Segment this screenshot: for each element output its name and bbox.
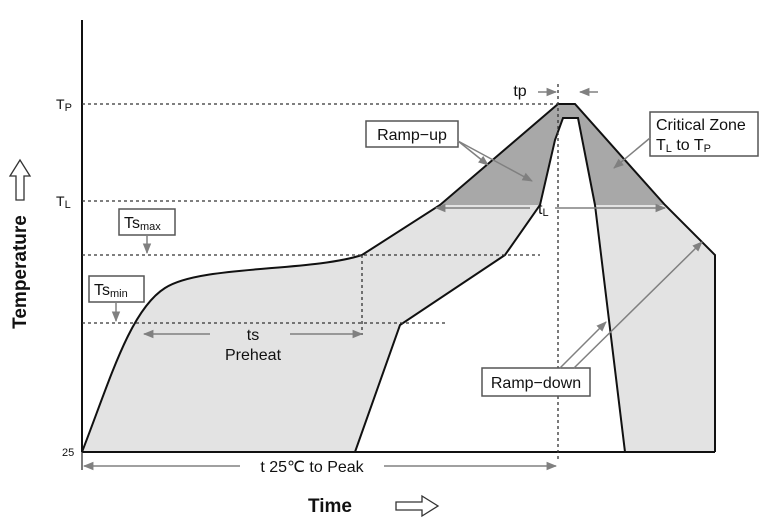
ramp-up-label: Ramp−up <box>377 127 447 144</box>
ramp-up-pointer-1 <box>457 140 489 166</box>
tp-tick-label: TP <box>56 96 72 114</box>
time-to-peak-label: t 25℃ to Peak <box>260 459 364 476</box>
profile-region-left <box>82 104 715 452</box>
critical-zone-line1: Critical Zone <box>656 117 746 134</box>
tsmin-box <box>88 275 145 303</box>
critical-zone-region <box>440 104 665 205</box>
tsmax-box <box>118 208 176 236</box>
x-axis-title: Time <box>308 496 352 517</box>
ramp-down-label: Ramp−down <box>491 375 581 392</box>
critical-zone-pointer <box>613 137 651 169</box>
ramp-up-pointer-2 <box>457 140 533 182</box>
ramp-down-box <box>481 367 591 397</box>
tsmax-label: Tsmax <box>124 215 161 233</box>
ramp-down-pointer-2 <box>573 241 703 369</box>
y-axis-title: Temperature <box>10 215 31 329</box>
tp-label: tp <box>513 83 526 100</box>
critical-zone-line2: TL to TP <box>656 137 711 155</box>
ts-label: ts <box>247 327 259 344</box>
tl-tick-label: TL <box>56 193 71 211</box>
ramp-up-box <box>365 120 459 148</box>
profile-outline-inner <box>354 117 626 453</box>
critical-zone-box <box>649 111 759 157</box>
y-axis-arrow-icon <box>8 158 32 201</box>
preheat-label: Preheat <box>225 347 282 364</box>
tl-label: tL <box>538 201 549 219</box>
ramp-down-pointer-1 <box>559 321 607 369</box>
x-axis-arrow-icon <box>395 494 440 518</box>
origin-tick-label: 25 <box>62 447 74 459</box>
tsmin-label: Tsmin <box>94 282 128 300</box>
